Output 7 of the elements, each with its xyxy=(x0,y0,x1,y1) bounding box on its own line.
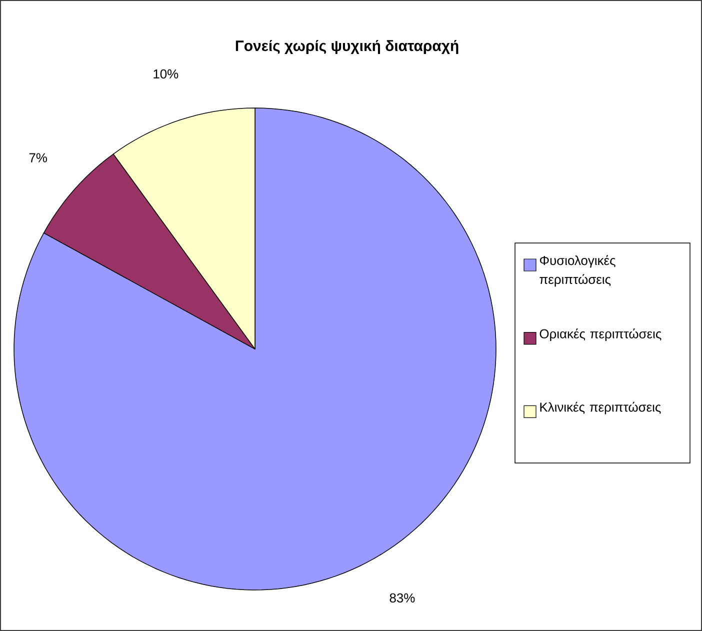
legend-label: Κλινικές περιπτώσεις xyxy=(540,402,661,414)
legend-label: Οριακές περιπτώσεις xyxy=(540,328,662,341)
data-label: 83% xyxy=(390,593,415,603)
data-label: 7% xyxy=(29,153,47,162)
legend-label: Φυσιολογικές περιπτώσεις xyxy=(540,255,616,287)
data-label: 10% xyxy=(154,69,178,79)
chart-title: Γονείς χωρίς ψυχική διαταραχή xyxy=(236,40,458,54)
